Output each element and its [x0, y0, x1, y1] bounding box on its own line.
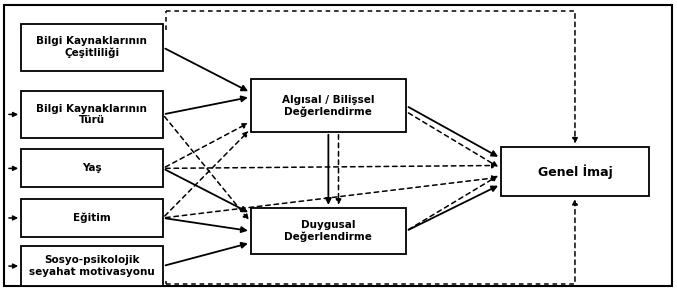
- FancyBboxPatch shape: [250, 208, 406, 254]
- Text: Sosyo-psikolojik
seyahat motivasyonu: Sosyo-psikolojik seyahat motivasyonu: [29, 255, 155, 277]
- Text: Bilgi Kaynaklarının
Türü: Bilgi Kaynaklarının Türü: [37, 104, 148, 125]
- FancyBboxPatch shape: [250, 79, 406, 132]
- FancyBboxPatch shape: [21, 246, 163, 287]
- FancyBboxPatch shape: [4, 5, 672, 287]
- FancyBboxPatch shape: [21, 91, 163, 138]
- Text: Eğitim: Eğitim: [73, 213, 111, 223]
- Text: Duygusal
Değerlendirme: Duygusal Değerlendirme: [284, 220, 372, 242]
- FancyBboxPatch shape: [501, 146, 649, 196]
- Text: Yaş: Yaş: [82, 163, 102, 173]
- FancyBboxPatch shape: [21, 199, 163, 237]
- Text: Bilgi Kaynaklarının
Çeşitliliği: Bilgi Kaynaklarının Çeşitliliği: [37, 36, 148, 58]
- Text: Genel İmaj: Genel İmaj: [538, 164, 612, 178]
- Text: Algısal / Bilişsel
Değerlendirme: Algısal / Bilişsel Değerlendirme: [282, 95, 374, 117]
- FancyBboxPatch shape: [21, 149, 163, 187]
- FancyBboxPatch shape: [21, 24, 163, 71]
